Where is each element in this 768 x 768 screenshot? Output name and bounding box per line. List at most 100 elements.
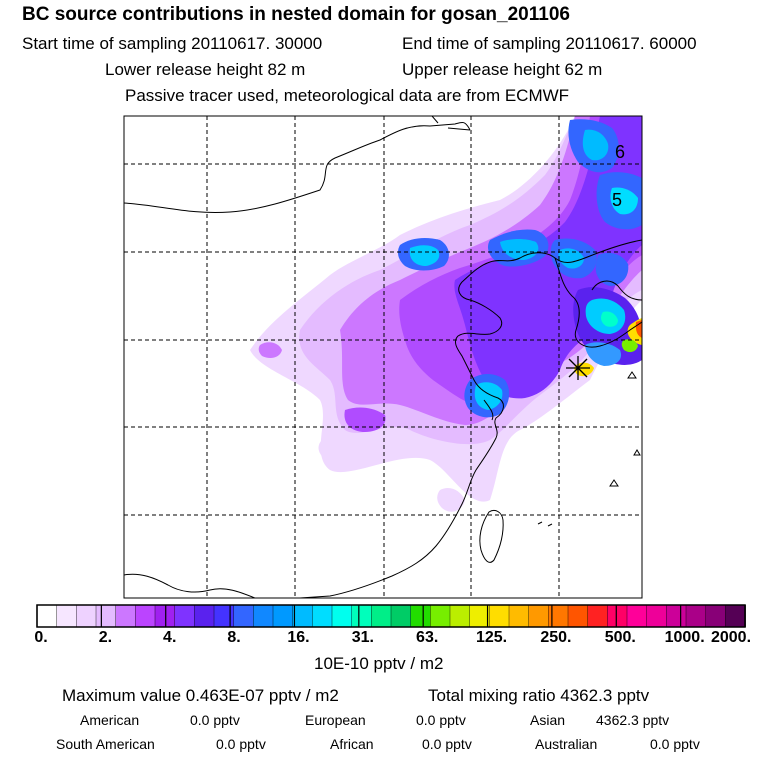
colorbar-swatch <box>489 604 510 628</box>
region-american-value: 0.0 pptv <box>190 712 240 728</box>
concentration-contour <box>595 252 629 286</box>
taiwan-outline <box>479 509 504 563</box>
region-european-value: 0.0 pptv <box>416 712 466 728</box>
total-mixing-ratio-label: Total mixing ratio 4362.3 pptv <box>428 686 650 705</box>
region-south-american-name: South American <box>56 736 155 752</box>
end-time-label: End time of sampling 20110617. 60000 <box>402 34 697 53</box>
small-islands <box>537 371 641 527</box>
colorbar-swatch <box>410 604 432 628</box>
river-mouth <box>483 399 494 421</box>
concentration-contour <box>610 187 638 215</box>
colorbar-swatch <box>567 604 589 628</box>
colorbar-swatch <box>449 604 471 628</box>
region-african-name: African <box>330 736 374 752</box>
colorbar-swatch <box>253 604 274 628</box>
colorbar-swatch <box>56 604 78 628</box>
colorbar-swatch <box>587 604 609 628</box>
coastline-east-china <box>299 239 642 598</box>
concentration-contour <box>437 488 465 512</box>
region-south-american-value: 0.0 pptv <box>216 736 266 752</box>
colorbar-swatch <box>685 604 707 628</box>
coastline-northeast <box>431 116 471 131</box>
concentration-contour <box>621 339 638 353</box>
tracer-note-label: Passive tracer used, meteorological data… <box>125 86 570 105</box>
colorbar-tick-label: 250. <box>540 629 572 646</box>
region-african-value: 0.0 pptv <box>422 736 472 752</box>
colorbar-swatch <box>292 604 314 628</box>
graticule <box>124 116 642 598</box>
colorbar-swatch <box>626 604 648 628</box>
colorbar-swatch <box>95 604 117 628</box>
colorbar-swatch <box>312 604 333 628</box>
colorbar-tick-label: 4. <box>163 629 177 646</box>
concentration-contour <box>409 245 440 266</box>
coastlines <box>124 116 642 598</box>
region-american-name: American <box>80 712 140 728</box>
region-european-name: European <box>305 712 366 728</box>
colorbar-swatch <box>272 604 294 628</box>
lower-release-height-label: Lower release height 82 m <box>105 60 306 79</box>
coastline-korea-north <box>591 280 642 301</box>
plot-title: BC source contributions in nested domain… <box>22 4 570 25</box>
colorbar-swatch <box>213 604 235 628</box>
colorbar-tick-label: 1000. <box>664 629 705 646</box>
concentration-contour <box>582 129 609 161</box>
region-australian-value: 0.0 pptv <box>650 736 700 752</box>
colorbar-swatch <box>607 604 628 628</box>
colorbar-swatches <box>36 604 746 628</box>
colorbar-swatch <box>233 604 255 628</box>
colorbar-swatch <box>390 604 412 628</box>
colorbar-units: 10E-10 pptv / m2 <box>314 654 444 673</box>
colorbar-swatch <box>76 604 97 628</box>
colorbar-swatch <box>351 604 373 628</box>
colorbar-tick-label: 31. <box>351 629 374 646</box>
concentration-contour <box>454 116 642 399</box>
colorbar-swatch <box>430 604 451 628</box>
contour-label-6: 6 <box>615 142 625 162</box>
receptor-marker-icon <box>566 356 590 380</box>
colorbar-swatch <box>705 604 727 628</box>
colorbar-tick-label: 125. <box>475 629 508 646</box>
colorbar-swatch <box>666 604 687 628</box>
concentration-contour <box>601 311 618 327</box>
concentration-contour <box>318 438 355 463</box>
colorbar-swatch <box>469 604 491 628</box>
maximum-value-label: Maximum value 0.463E-07 pptv / m2 <box>62 686 339 705</box>
colorbar-swatch <box>194 604 215 628</box>
colorbar-swatch <box>528 604 550 628</box>
colorbar-swatch <box>371 604 392 628</box>
coastline-north <box>124 121 471 214</box>
colorbar-swatch <box>331 604 353 628</box>
concentration-contour <box>585 342 622 366</box>
colorbar-swatch <box>174 604 196 628</box>
start-time-label: Start time of sampling 20110617. 30000 <box>22 34 323 53</box>
region-asian-value: 4362.3 pptv <box>596 712 670 728</box>
upper-release-height-label: Upper release height 62 m <box>402 60 603 79</box>
colorbar-swatch <box>36 604 58 628</box>
colorbar-swatch <box>725 604 746 628</box>
colorbar-tick-label: 0. <box>34 629 48 646</box>
concentration-contour <box>558 248 584 269</box>
region-asian-name: Asian <box>530 712 566 728</box>
region-australian-name: Australian <box>535 736 598 752</box>
contour-label-5: 5 <box>612 190 622 210</box>
concentration-field <box>250 116 642 512</box>
colorbar-tick-label: 16. <box>287 629 310 646</box>
colorbar-swatch <box>508 604 530 628</box>
colorbar-tick-label: 500. <box>604 629 636 646</box>
colorbar-tick-label: 2000. <box>710 629 752 646</box>
colorbar-major-ticks <box>36 605 746 627</box>
coastline-south <box>124 573 256 598</box>
concentration-contour <box>344 407 386 432</box>
colorbar-tick-label: 8. <box>227 629 241 646</box>
concentration-contour <box>258 342 282 358</box>
map-frame <box>123 115 643 599</box>
concentration-contour <box>500 239 539 260</box>
coastline-korea <box>554 257 642 348</box>
colorbar-swatch <box>135 604 156 628</box>
colorbar-swatch <box>115 604 137 628</box>
colorbar-tick-label: 2. <box>98 629 113 646</box>
colorbar-tick-label: 63. <box>416 629 439 646</box>
